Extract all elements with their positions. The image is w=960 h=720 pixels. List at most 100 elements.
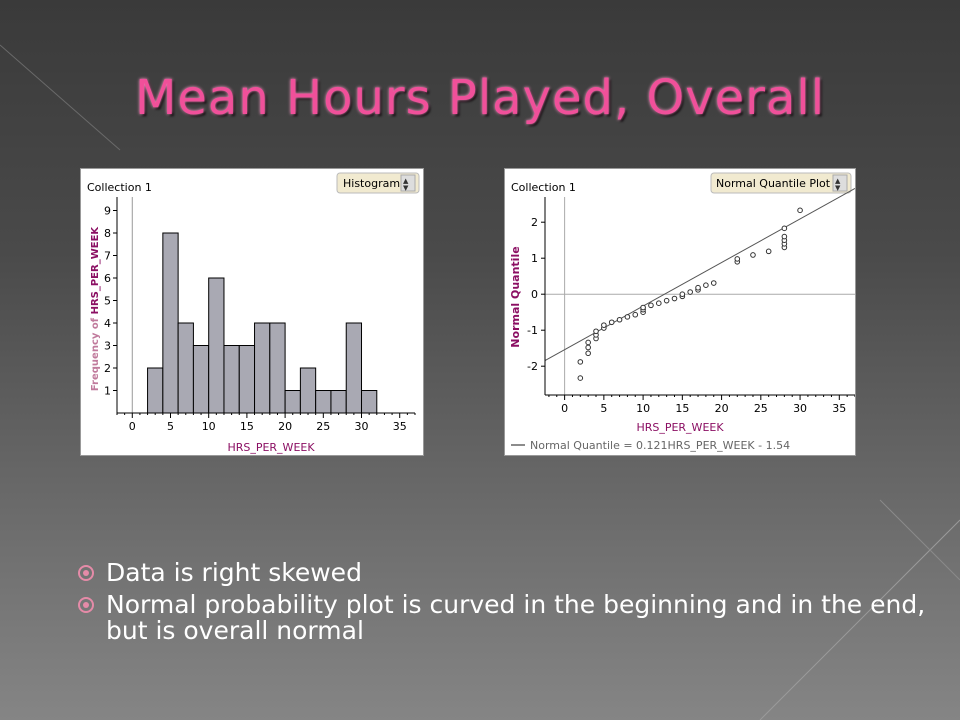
histogram-bar — [284, 390, 301, 414]
updown-icon: ▲ — [403, 177, 409, 185]
qq-legend: Normal Quantile = 0.121HRS_PER_WEEK - 1.… — [511, 439, 790, 452]
x-tick-label: 20 — [278, 420, 292, 433]
histogram-ylabel-var: HRS_PER_WEEK — [90, 226, 101, 315]
x-tick-label: 0 — [129, 420, 136, 433]
histogram-bar — [315, 390, 332, 414]
y-tick-label: 0 — [531, 288, 538, 301]
histogram-bar — [223, 345, 240, 414]
histogram-bar — [299, 367, 317, 414]
x-tick-label: 10 — [636, 402, 650, 415]
qq-xlabel: HRS_PER_WEEK — [636, 421, 724, 434]
x-tick-label: 5 — [600, 402, 607, 415]
x-tick-label: 30 — [793, 402, 807, 415]
bullet-circle-icon — [78, 597, 94, 613]
qq-dropdown-value: Normal Quantile Plot — [716, 177, 831, 190]
y-tick-label: -2 — [527, 360, 538, 373]
data-point — [687, 289, 693, 295]
histogram-bar — [330, 390, 347, 414]
histogram-bar — [177, 322, 194, 414]
data-point — [577, 375, 584, 381]
data-point — [781, 233, 788, 240]
y-tick-label: 1 — [104, 385, 111, 398]
bullet-text: Data is right skewed — [106, 558, 362, 587]
x-tick-label: 15 — [675, 402, 689, 415]
x-tick-label: 10 — [202, 420, 216, 433]
histogram-dropdown-value: Histogram — [343, 177, 400, 190]
x-tick-label: 35 — [832, 402, 846, 415]
histogram-chart: Collection 1 Histogram ▲ ▼ 1 2 3 4 5 6 7 8 9 0 5 10… — [87, 172, 420, 454]
histogram-ylabel: Frequency of HRS_PER_WEEK — [90, 226, 101, 392]
x-tick-label: 0 — [561, 402, 568, 415]
data-point — [695, 284, 701, 291]
data-point — [648, 302, 654, 309]
histogram-bar — [254, 322, 271, 414]
x-tick-label: 35 — [393, 420, 407, 433]
bullet-text: Normal probability plot is curved in the… — [106, 590, 926, 645]
histogram-bar — [162, 232, 179, 414]
updown-icon-down: ▼ — [835, 184, 841, 192]
histogram-dropdown[interactable]: Histogram ▲ ▼ — [336, 172, 420, 194]
histogram-bar — [192, 345, 210, 414]
bullet-list: Data is right skewed Normal probability … — [78, 560, 938, 650]
data-point — [585, 339, 591, 346]
qq-legend-text: Normal Quantile = 0.121HRS_PER_WEEK - 1.… — [530, 439, 790, 452]
bullet-item: Normal probability plot is curved in the… — [78, 592, 938, 644]
histogram-bar — [238, 345, 256, 414]
y-tick-label: 3 — [104, 340, 111, 353]
data-point — [640, 304, 646, 311]
bullet-circle-icon — [78, 565, 94, 581]
histogram-bar — [345, 322, 363, 414]
data-point — [671, 295, 678, 302]
data-point — [593, 328, 599, 335]
data-point — [781, 225, 788, 232]
data-point — [624, 314, 631, 320]
y-tick-label: 2 — [531, 216, 538, 229]
data-point — [797, 207, 803, 214]
histogram-ylabel-prefix: Frequency of — [90, 314, 101, 391]
y-tick-label: 8 — [104, 227, 111, 240]
histogram-bar — [208, 277, 225, 414]
data-point — [663, 297, 670, 304]
histogram-bar — [269, 322, 286, 414]
x-tick-label: 15 — [240, 420, 254, 433]
data-point — [679, 291, 686, 297]
data-point — [632, 311, 639, 318]
y-tick-label: 4 — [104, 317, 111, 330]
collection-label: Collection 1 — [511, 181, 576, 194]
qq-dropdown[interactable]: Normal Quantile Plot ▲ ▼ — [710, 172, 852, 194]
x-tick-label: 25 — [754, 402, 768, 415]
histogram-bar — [361, 390, 378, 414]
data-point — [703, 282, 709, 288]
x-tick-label: 5 — [167, 420, 174, 433]
histogram-bar — [147, 367, 164, 414]
bullet-item: Data is right skewed — [78, 560, 938, 586]
qq-chart: Collection 1 Normal Quantile Plot ▲ ▼ -2… — [509, 172, 855, 452]
data-point — [710, 280, 717, 286]
y-tick-label: 9 — [104, 205, 111, 218]
data-point — [585, 344, 591, 351]
y-tick-label: 2 — [104, 362, 111, 375]
x-tick-label: 25 — [316, 420, 330, 433]
data-point — [585, 350, 591, 357]
y-tick-label: 1 — [531, 252, 538, 265]
data-point — [601, 322, 607, 328]
fit-line — [544, 188, 855, 361]
updown-icon-down: ▼ — [403, 184, 409, 192]
qq-panel: Collection 1 Normal Quantile Plot ▲ ▼ -2… — [504, 168, 856, 456]
x-tick-label: 20 — [715, 402, 729, 415]
data-point — [655, 300, 662, 306]
data-point — [750, 252, 756, 258]
data-point — [616, 316, 623, 323]
data-point — [577, 359, 584, 365]
qq-ylabel: Normal Quantile — [509, 246, 522, 347]
updown-icon: ▲ — [835, 177, 841, 185]
y-tick-label: -1 — [527, 324, 538, 337]
slide-title: Mean Hours Played, Overall — [134, 70, 826, 126]
y-tick-label: 5 — [104, 295, 111, 308]
data-point — [765, 248, 772, 255]
data-point — [608, 319, 615, 326]
x-tick-label: 30 — [355, 420, 369, 433]
y-tick-label: 7 — [104, 250, 111, 263]
y-tick-label: 6 — [104, 272, 111, 285]
